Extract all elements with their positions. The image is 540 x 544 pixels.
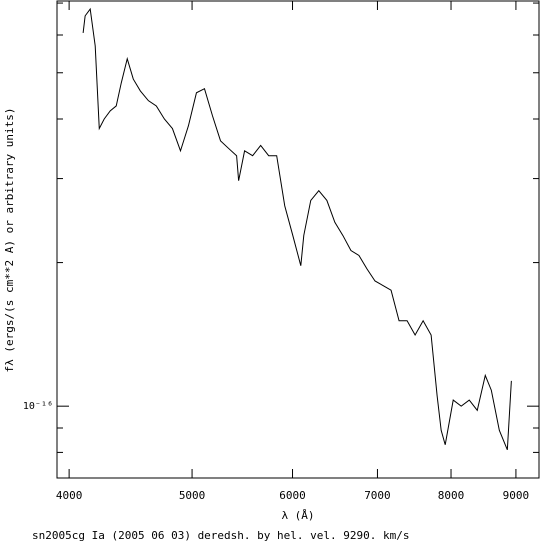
x-axis-label: λ (Å) <box>281 509 314 522</box>
x-tick-label: 8000 <box>438 489 465 502</box>
x-tick-label: 6000 <box>279 489 306 502</box>
plot-frame <box>56 0 540 479</box>
spectrum-line <box>82 7 512 451</box>
y-tick-label: 10⁻¹⁶ <box>23 401 53 412</box>
x-tick-label: 5000 <box>179 489 206 502</box>
x-tick-label: 7000 <box>364 489 391 502</box>
footer: sn2005cg Ia (2005 06 03) deredsh. by hel… <box>32 529 410 542</box>
x-tick-label: 9000 <box>503 489 530 502</box>
y-axis-label: fλ (ergs/(s cm**2 A) or arbitrary units) <box>3 108 16 373</box>
x-tick-label: 4000 <box>56 489 83 502</box>
